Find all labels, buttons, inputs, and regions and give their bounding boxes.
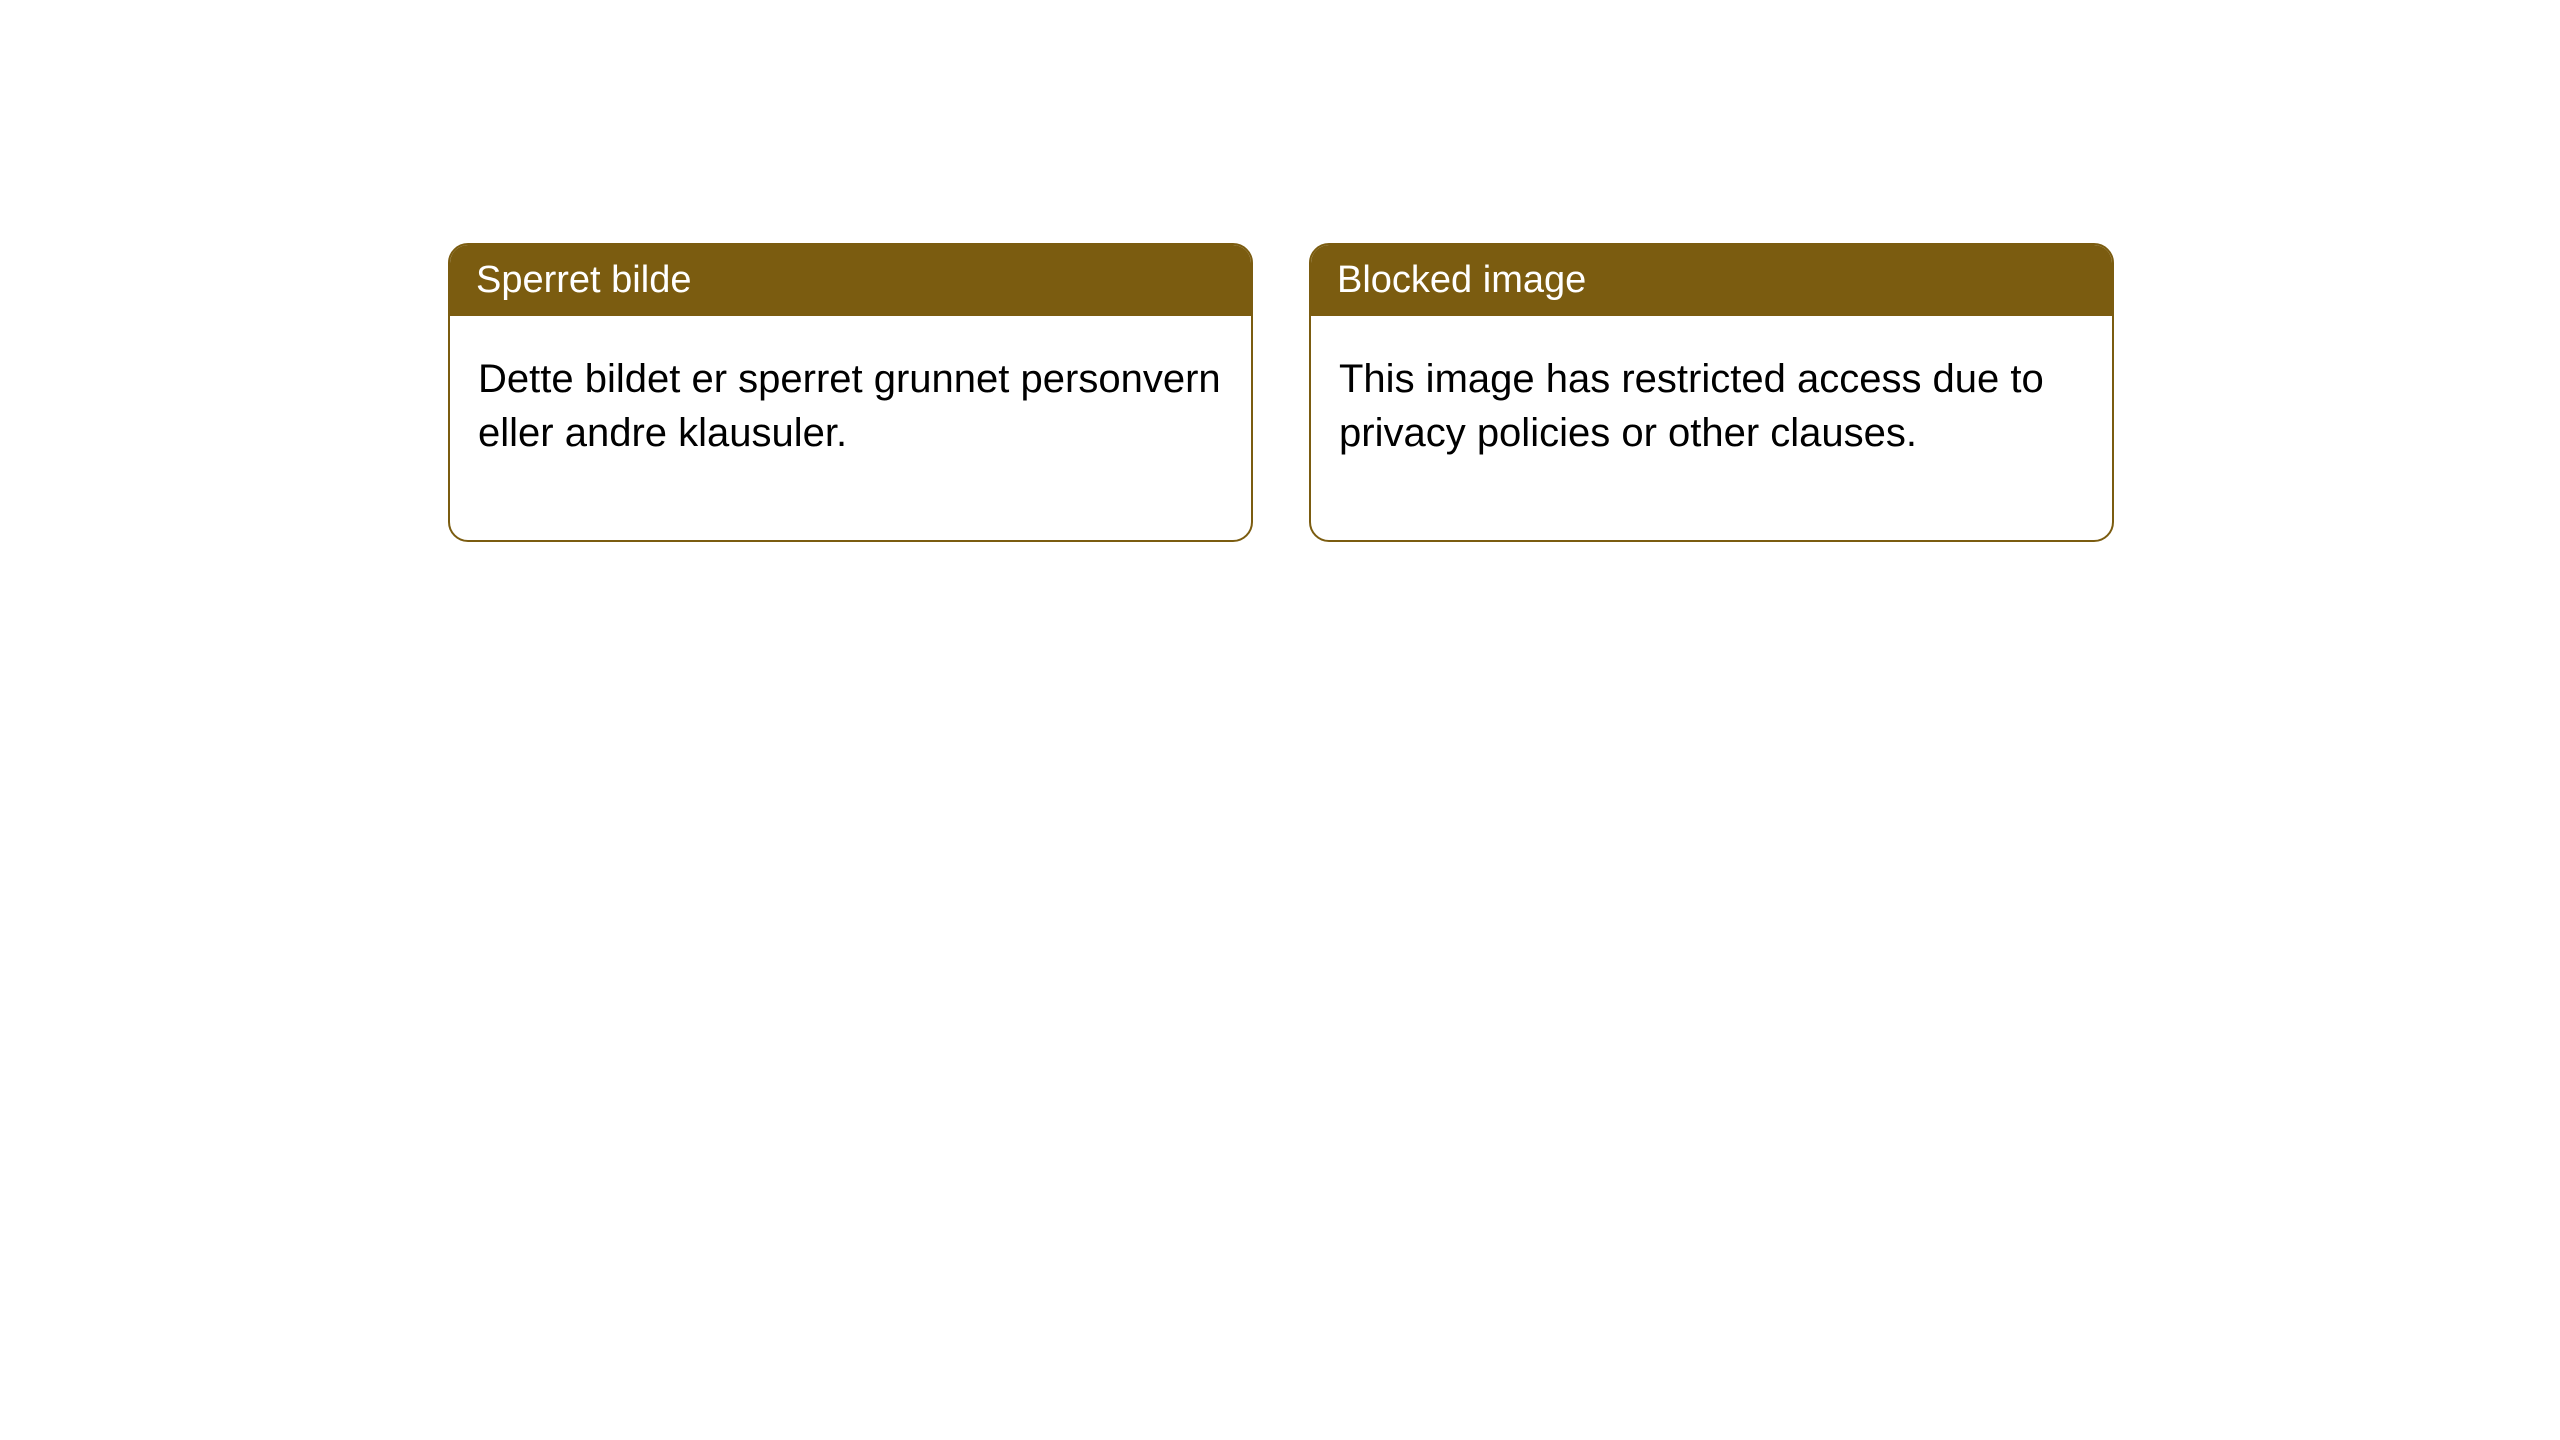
notice-card-body: This image has restricted access due to … [1311, 316, 2112, 540]
notice-container: Sperret bilde Dette bildet er sperret gr… [448, 243, 2114, 542]
notice-card-english: Blocked image This image has restricted … [1309, 243, 2114, 542]
notice-body-text: Dette bildet er sperret grunnet personve… [478, 357, 1221, 455]
notice-title: Sperret bilde [476, 259, 691, 301]
notice-card-header: Sperret bilde [450, 245, 1251, 316]
notice-card-norwegian: Sperret bilde Dette bildet er sperret gr… [448, 243, 1253, 542]
notice-card-body: Dette bildet er sperret grunnet personve… [450, 316, 1251, 540]
notice-body-text: This image has restricted access due to … [1339, 357, 2044, 455]
notice-card-header: Blocked image [1311, 245, 2112, 316]
notice-title: Blocked image [1337, 259, 1586, 301]
